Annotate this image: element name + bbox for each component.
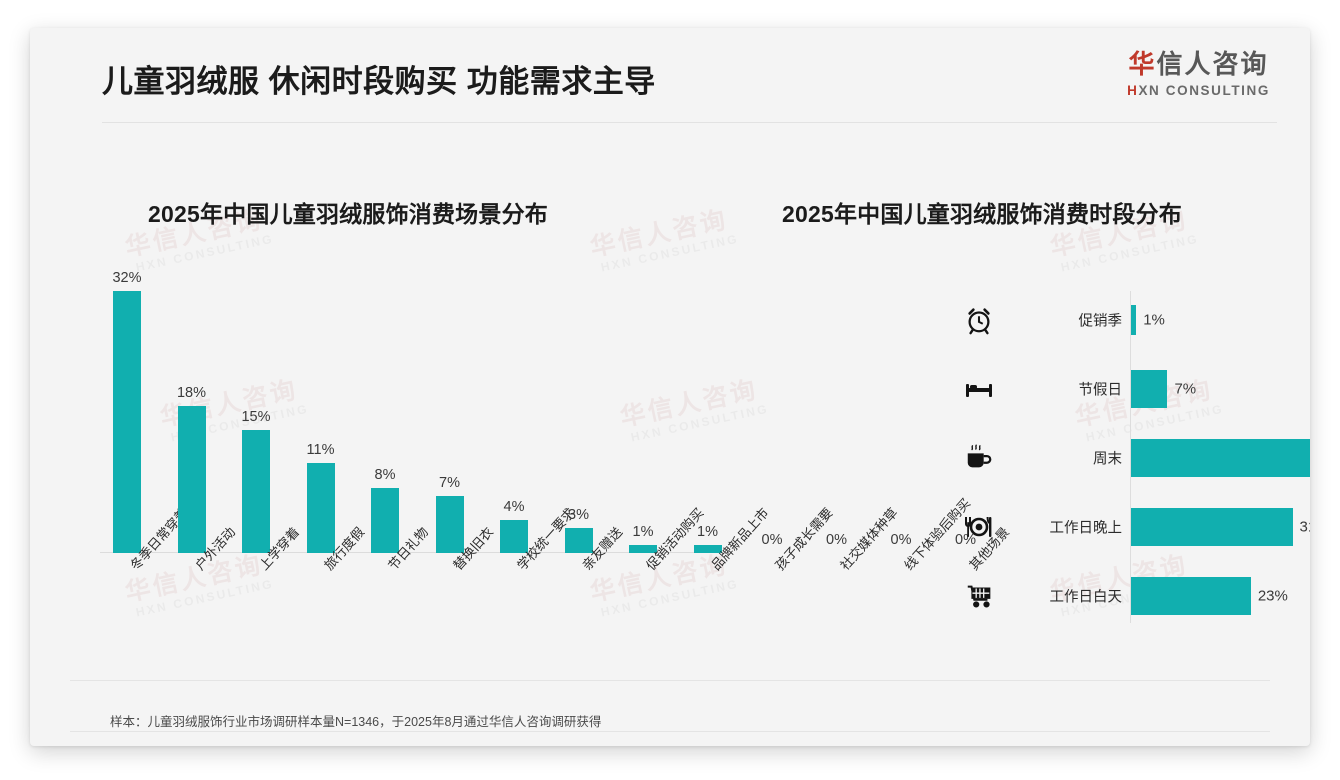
column-bar[interactable] (242, 430, 270, 553)
y-axis-line (1130, 291, 1131, 623)
column-value-label: 0% (890, 532, 912, 548)
header-divider (102, 122, 1277, 123)
slide-header: 儿童羽绒服 休闲时段购买 功能需求主导 华信人咨询 HXN CONSULTING (30, 28, 1310, 122)
dinner-plate-icon (962, 510, 996, 544)
page-title: 儿童羽绒服 休闲时段购买 功能需求主导 (102, 64, 656, 99)
bar-category-label: 节假日 (1078, 382, 1123, 399)
logo-hua-char: 华 (1128, 49, 1157, 79)
column-bar[interactable] (113, 291, 141, 553)
column-group: 0% 线下体验后购买 (877, 253, 974, 573)
shopping-cart-icon (962, 579, 996, 613)
horizontal-bar[interactable] (1131, 305, 1137, 335)
bed-icon (962, 372, 996, 406)
column-bar[interactable] (306, 462, 335, 553)
logo-en-rest: XN CONSULTING (1138, 83, 1270, 98)
bar-category-label: 周末 (1093, 451, 1122, 468)
column-group: 11% 旅行度假 (297, 253, 367, 573)
column-value-label: 3% (568, 507, 589, 524)
company-logo: 华信人咨询 HXN CONSULTING (1127, 44, 1270, 98)
footer-website[interactable]: www.hxrcon.com (1177, 744, 1268, 746)
bar-row: 工作日晚上 31% (730, 498, 1310, 556)
column-bar[interactable] (435, 495, 464, 553)
bar-row: 工作日白天 23% (730, 567, 1290, 625)
coffee-cup-icon (962, 441, 996, 475)
bar-category-label: 工作日白天 (1049, 589, 1123, 606)
footer-copyright: ©2025.10 HXR华信人咨询 (72, 744, 213, 746)
column-value-label: 4% (503, 499, 525, 516)
horizontal-bar[interactable] (1131, 370, 1168, 408)
column-group: 1% 促销活动购买 (619, 253, 707, 573)
column-bar[interactable] (500, 520, 528, 553)
column-value-label: 0% (761, 532, 783, 548)
bar-value-label: 7% (1174, 380, 1197, 398)
column-group: 1% 品牌新品上市 (684, 253, 771, 573)
column-group: 0% 社交媒体种草 (813, 253, 900, 573)
column-group: 32% 冬季日常穿着 (103, 253, 190, 573)
column-bar[interactable] (371, 487, 399, 553)
left-chart-title: 2025年中国儿童羽绒服饰消费场景分布 (148, 201, 548, 227)
consumption-timeslot-bar-chart: 促销季 1% 节假日 7% 周末38% 工作日晚上 31% 工作日白天 23% (730, 283, 1310, 643)
logo-cn-rest: 信人咨询 (1156, 49, 1269, 79)
slide-card: 华信人咨询 HXN CONSULTING 华信人咨询 HXN CONSULTING … (30, 28, 1310, 746)
column-value-label: 18% (176, 384, 207, 401)
horizontal-bar[interactable] (1131, 508, 1293, 546)
alarm-clock-icon (962, 303, 996, 337)
column-group: 4% 学校统一要求 (490, 253, 578, 573)
column-group: 8% 节日礼物 (361, 253, 431, 573)
column-bar[interactable] (629, 544, 657, 553)
column-value-label: 7% (439, 474, 460, 491)
footnote-divider-bottom (70, 731, 1270, 732)
column-group: 0% 孩子成长需要 (748, 253, 836, 573)
logo-h-char: H (1127, 83, 1139, 98)
column-value-label: 1% (697, 523, 718, 540)
column-value-label: 0% (955, 532, 976, 548)
horizontal-bar[interactable] (1131, 577, 1251, 615)
bar-value-label: 23% (1257, 587, 1288, 605)
column-group: 3% 亲友赠送 (555, 253, 625, 573)
column-value-label: 1% (632, 523, 654, 540)
bar-row: 周末38% (730, 429, 1310, 487)
footnote-divider-top (70, 680, 1270, 681)
column-value-label: 32% (112, 270, 142, 286)
bar-value-label: 1% (1143, 311, 1165, 329)
column-value-label: 15% (241, 409, 271, 426)
x-axis-line (100, 552, 708, 553)
column-group: 7% 替换旧衣 (426, 253, 496, 573)
column-group: 15% 上学穿着 (232, 253, 302, 573)
column-bar[interactable] (177, 405, 206, 553)
column-value-label: 11% (306, 441, 335, 458)
column-bar[interactable] (693, 544, 722, 553)
bar-category-label: 工作日晚上 (1049, 520, 1123, 537)
column-value-label: 0% (826, 532, 847, 548)
consumption-scenario-column-chart: 32% 冬季日常穿着 18% 户外活动 15% 上学穿着 11% 旅行度假 8% 节日礼物 7% 替换… (75, 268, 1012, 678)
logo-english-text: HXN CONSULTING (1127, 83, 1270, 98)
bar-category-label: 促销季 (1078, 313, 1123, 330)
column-bar[interactable] (564, 528, 593, 553)
column-value-label: 8% (374, 466, 396, 483)
column-group: 0% 其他场景 (942, 253, 1012, 573)
bar-row: 促销季 1% (730, 291, 1290, 349)
right-chart-title: 2025年中国儿童羽绒服饰消费时段分布 (782, 201, 1182, 227)
logo-chinese-text: 华信人咨询 (1127, 44, 1270, 81)
sample-footnote: 样本：儿童羽绒服饰行业市场调研样本量N=1346，于2025年8月通过华信人咨询… (110, 715, 602, 729)
bar-row: 节假日 7% (730, 360, 1290, 418)
column-group: 18% 户外活动 (168, 253, 238, 573)
horizontal-bar[interactable] (1131, 439, 1310, 477)
bar-value-label: 31% (1299, 518, 1310, 536)
